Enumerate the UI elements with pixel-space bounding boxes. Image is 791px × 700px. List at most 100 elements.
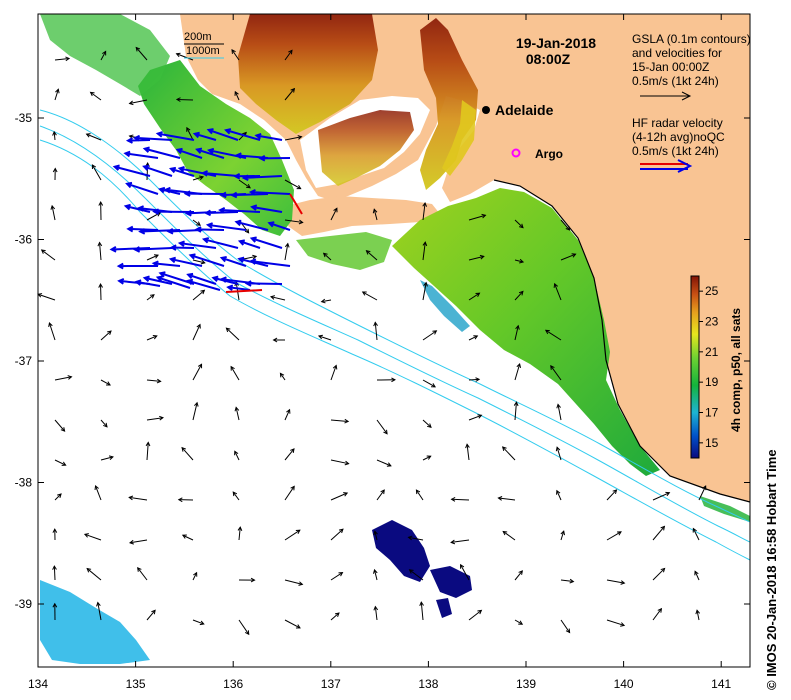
gsla-arrow <box>468 414 483 421</box>
colorbar-tick-label: 25 <box>705 284 719 298</box>
sst-eyre-warm <box>238 14 378 134</box>
gsla-arrow <box>560 219 571 231</box>
colorbar-tick-label: 15 <box>705 436 719 450</box>
gsla-arrow <box>502 530 516 541</box>
x-tick-label: 138 <box>418 677 438 691</box>
hf-arrow <box>168 256 203 267</box>
hf-arrow <box>289 193 303 215</box>
gsla-arrow <box>317 334 332 341</box>
hf-arrow <box>234 219 269 231</box>
hf-arrow <box>188 253 225 267</box>
gsla-arrow <box>284 179 302 190</box>
gsla-arrow <box>514 362 522 381</box>
gsla-arrow <box>555 446 562 461</box>
gsla-arrow <box>192 259 206 265</box>
gsla-arrow <box>284 408 291 421</box>
gsla-arrow <box>284 219 304 225</box>
sst-southeast-tip <box>700 496 750 522</box>
gsla-arrow <box>330 418 350 424</box>
gsla-arrow <box>408 569 424 581</box>
x-tick-label: 141 <box>711 677 731 691</box>
gsla-arrow <box>175 52 194 61</box>
gsla-arrow <box>137 566 148 581</box>
place-adelaide: Adelaide <box>482 102 554 118</box>
gsla-arrow <box>238 179 251 189</box>
gsla-arrow <box>96 601 102 621</box>
gsla-arrow <box>422 201 428 221</box>
x-tick-label: 134 <box>28 677 48 691</box>
gsla-arrow <box>468 213 487 221</box>
gsla-arrow <box>181 446 194 461</box>
colorbar-title: 4h comp, p50, all sats <box>729 308 743 432</box>
gsla-arrow <box>91 164 102 181</box>
gsla-arrow <box>175 97 194 102</box>
gsla-arrow <box>468 377 481 382</box>
hf-arrow <box>155 131 195 141</box>
gsla-arrow <box>606 619 626 627</box>
argo-marker-icon <box>511 148 521 158</box>
gsla-arrow <box>135 46 148 61</box>
hf-arrow <box>237 239 261 249</box>
gsla-arrow <box>560 530 566 541</box>
gsla-arrow <box>550 364 562 381</box>
gsla-legend: GSLA (0.1m contours) and velocities for … <box>632 32 751 101</box>
gsla-arrow <box>556 403 562 421</box>
gsla-arrow <box>460 563 470 581</box>
hf-arrow <box>116 262 159 270</box>
hf-legend-arrow-icon <box>640 159 693 173</box>
hf-arrow <box>230 191 269 199</box>
hf-arrow <box>123 150 159 159</box>
hf-arrow <box>201 237 239 249</box>
sst-offshore-cold-3 <box>436 598 452 618</box>
gsla-arrow <box>514 324 520 341</box>
gsla-arrow <box>284 87 296 101</box>
gsla-arrow <box>465 443 470 461</box>
hf-legend: HF radar velocity (4-12h avg)noQC 0.5m/s… <box>632 116 725 173</box>
gsla-arrow <box>514 290 524 301</box>
gsla-arrow <box>52 565 57 581</box>
gsla-velocity-arrows <box>37 46 707 636</box>
gsla-legend-line2: and velocities for <box>632 46 722 60</box>
hf-radar-arrows <box>109 128 303 293</box>
gsla-arrow <box>652 525 666 541</box>
hf-arrow <box>133 134 173 142</box>
gsla-arrow <box>320 298 332 304</box>
hf-arrow <box>267 221 291 231</box>
hf-arrow <box>112 164 151 177</box>
colorbar-tick-label: 17 <box>705 406 719 420</box>
gsla-arrow <box>330 364 338 381</box>
hf-arrow <box>168 166 195 177</box>
gsla-arrow <box>98 283 103 301</box>
gsla-arrow <box>692 527 700 541</box>
gsla-arrow <box>279 372 286 381</box>
gsla-arrow <box>192 219 201 226</box>
hf-arrow <box>226 284 251 291</box>
gsla-arrow <box>192 619 205 626</box>
hf-arrow <box>183 190 225 197</box>
gsla-arrow <box>284 529 301 541</box>
hf-arrow <box>177 240 217 249</box>
gsla-arrow <box>234 406 240 421</box>
gsla-arrow <box>606 531 622 541</box>
gsla-arrow <box>54 459 67 466</box>
depth-legend: 200m 1000m <box>184 31 224 59</box>
gsla-arrow <box>98 200 104 221</box>
gsla-arrow <box>238 577 256 583</box>
gsla-arrow <box>514 219 524 229</box>
gsla-arrow <box>468 254 485 261</box>
place-argo: Argo <box>511 147 563 161</box>
gsla-arrow <box>450 497 470 502</box>
gsla-arrow <box>192 175 205 181</box>
gsla-arrow <box>192 571 198 581</box>
gsla-arrow <box>146 609 156 621</box>
gsla-arrow <box>450 539 470 545</box>
gsla-arrow <box>177 497 194 503</box>
gsla-arrow <box>272 337 286 343</box>
hf-arrow <box>142 275 173 285</box>
gsla-arrow <box>225 327 240 341</box>
adelaide-label: Adelaide <box>495 102 554 118</box>
gsla-arrow <box>560 578 575 584</box>
hf-arrow <box>186 278 221 291</box>
gsla-arrow <box>652 567 666 581</box>
hf-arrow <box>192 131 217 141</box>
